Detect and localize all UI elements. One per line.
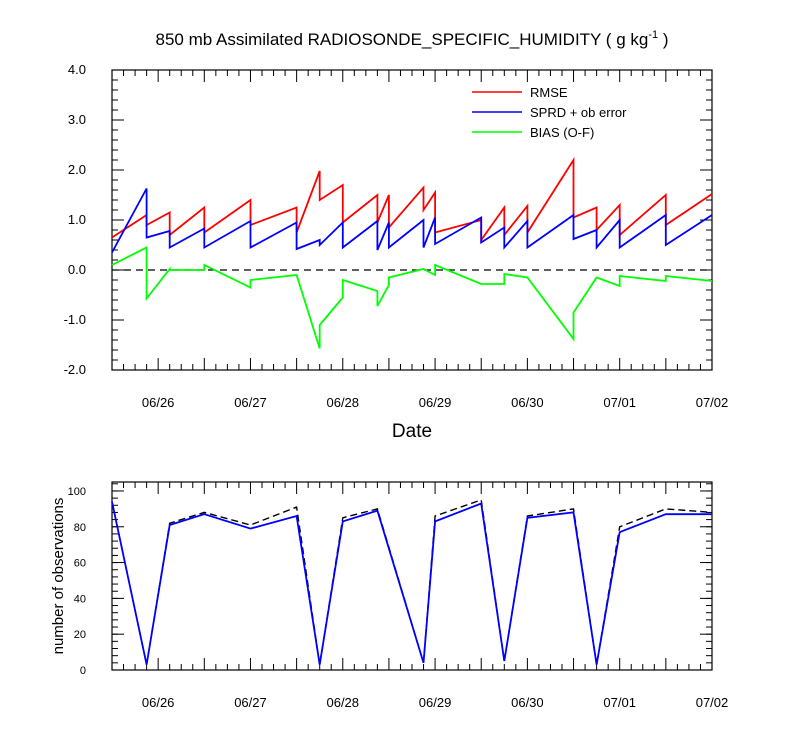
x-tick-label: 06/26 [142, 395, 175, 410]
legend-label-bias: BIAS (O-F) [530, 125, 594, 140]
y-tick-label: 60 [74, 558, 86, 570]
x-tick-label: 06/29 [419, 395, 452, 410]
legend: RMSE SPRD + ob error BIAS (O-F) [472, 85, 627, 140]
y-tick-label: 80 [74, 522, 86, 534]
x-tick-label: 07/02 [696, 695, 729, 710]
bottom-plot-frame [111, 481, 713, 671]
series-line-bias-o-f [111, 246, 713, 349]
x-tick-label: 06/30 [511, 695, 544, 710]
x-tick-label: 06/28 [326, 395, 359, 410]
y-tick-label: 20 [74, 629, 86, 641]
top-series-lines [111, 156, 713, 349]
y-tick-label: -1.0 [64, 312, 86, 327]
top-chart-title: 850 mb Assimilated RADIOSONDE_SPECIFIC_H… [156, 29, 669, 49]
x-tick-label: 07/01 [603, 695, 636, 710]
y-tick-label: 2.0 [68, 162, 86, 177]
top-axis-ticks: 06/26 06/27 06/28 06/29 06/30 07/01 07/02 4.0 3.… [64, 62, 729, 410]
y-tick-label: 4.0 [68, 62, 86, 77]
y-tick-label: -2.0 [64, 362, 86, 377]
bottom-axis-ticks: 06/26 06/27 06/28 06/29 06/30 07/01 07/02 100 80… [68, 482, 729, 710]
y-tick-label: 1.0 [68, 212, 86, 227]
x-tick-label: 06/27 [234, 395, 267, 410]
x-tick-label: 06/28 [326, 695, 359, 710]
series-line-series-1 [111, 501, 712, 665]
y-tick-label: 0.0 [68, 262, 86, 277]
x-tick-label: 06/30 [511, 395, 544, 410]
x-tick-label: 07/01 [603, 395, 636, 410]
bottom-plot-area: 06/26 06/27 06/28 06/29 06/30 07/01 07/02 100 80… [68, 481, 729, 710]
series-line-rmse [111, 156, 713, 243]
y-tick-label: 40 [74, 593, 86, 605]
bottom-series-lines [111, 498, 713, 665]
top-x-axis-label: Date [392, 421, 432, 442]
x-tick-label: 07/02 [696, 395, 729, 410]
series-line-series-0 [111, 498, 713, 665]
series-line-sprd-ob-error [111, 188, 713, 253]
top-plot-area: 06/26 06/27 06/28 06/29 06/30 07/01 07/02 4.0 3.… [64, 62, 729, 410]
x-tick-label: 06/26 [142, 695, 175, 710]
legend-label-sprd: SPRD + ob error [530, 105, 627, 120]
y-tick-label: 0 [80, 665, 86, 677]
bottom-y-axis-label: number of observations [50, 498, 67, 655]
x-tick-label: 06/29 [419, 695, 452, 710]
y-tick-label: 3.0 [68, 112, 86, 127]
y-tick-label: 100 [68, 486, 86, 498]
x-tick-label: 06/27 [234, 695, 267, 710]
legend-label-rmse: RMSE [530, 85, 568, 100]
